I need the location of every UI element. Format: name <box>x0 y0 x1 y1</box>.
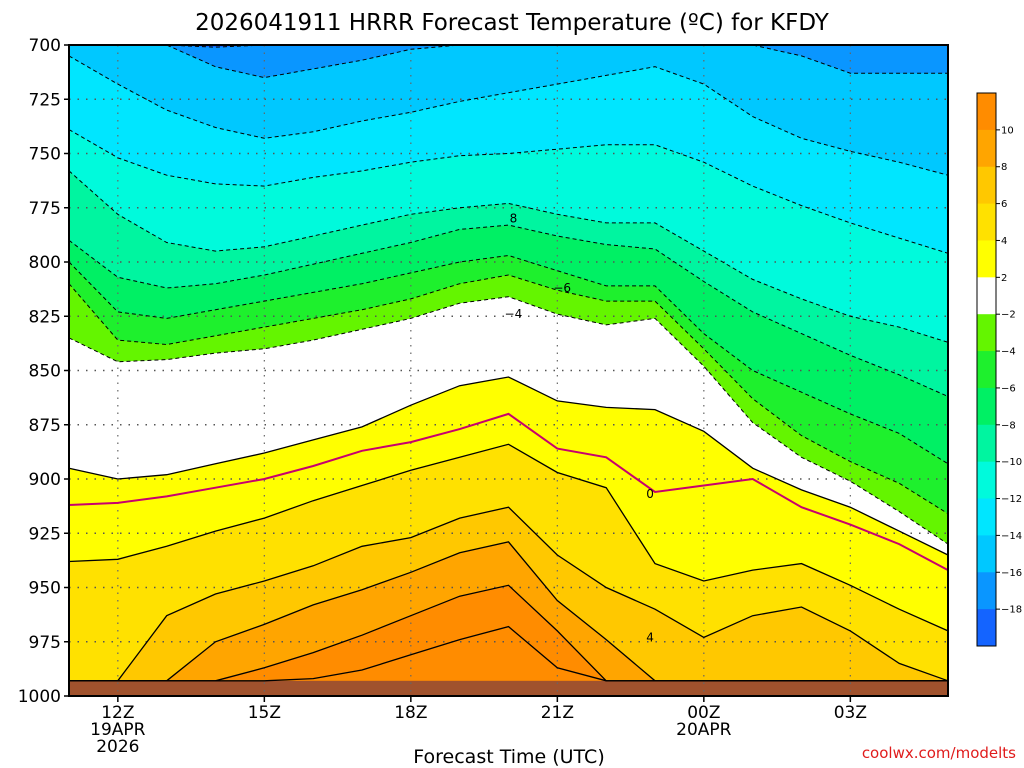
isotherm-line-4 <box>68 443 949 632</box>
y-tick-label: 750 <box>29 145 61 165</box>
temp-band-above-12 <box>69 626 948 696</box>
colorbar-swatch <box>977 461 996 500</box>
y-tick-label: 700 <box>29 36 61 56</box>
colorbar-swatch <box>977 203 996 241</box>
isotherm-line-12 <box>69 625 948 682</box>
colorbar-label: −8 <box>1001 420 1016 431</box>
colorbar-label: 4 <box>1001 236 1007 247</box>
colorbar-label: −14 <box>1001 531 1022 542</box>
colorbar-swatch <box>977 609 996 647</box>
contour-label: 0 <box>646 487 654 501</box>
contour-label: −4 <box>505 307 523 321</box>
isotherm-line--6 <box>68 254 949 465</box>
colorbar: 10 8 6 4 2 −2 −4 −6 −8 −10 −12 −14 −16 −18 <box>976 92 1022 647</box>
colorbar-swatch <box>977 129 996 168</box>
colorbar-label: 2 <box>1001 273 1007 284</box>
isotherm-layer <box>68 44 949 682</box>
isotherm-line-2 <box>68 376 949 556</box>
colorbar-swatch <box>977 498 996 536</box>
isotherm-line--12 <box>68 129 949 254</box>
isotherm-line--14 <box>68 55 949 176</box>
colorbar-swatch <box>977 535 996 573</box>
colorbar-swatch <box>977 166 996 205</box>
y-tick-label: 975 <box>29 633 61 653</box>
y-axis: 700 725 750 775 800 825 850 875 900 925 950 975 1000 <box>18 36 69 707</box>
x-tick-label: 2026 <box>96 737 139 757</box>
colorbar-swatch <box>977 424 996 463</box>
colorbar-label: −16 <box>1001 568 1022 579</box>
chart-title: 2026041911 HRRR Forecast Temperature (ºC… <box>195 10 830 36</box>
y-tick-label: 775 <box>29 199 61 219</box>
colorbar-swatch <box>977 93 996 131</box>
x-tick-label: 00Z <box>687 703 720 723</box>
colorbar-label: −10 <box>1001 457 1022 468</box>
y-tick-label: 850 <box>29 362 61 382</box>
credit-link[interactable]: coolwx.com/modelts <box>862 744 1016 762</box>
x-tick-label: 19APR <box>90 720 146 740</box>
y-tick-label: 800 <box>29 253 61 273</box>
contour-label-layer: 8 −6 −4 0 4 <box>505 212 654 645</box>
colorbar-label: 8 <box>1001 162 1007 173</box>
isotherm-line--10 <box>68 170 949 343</box>
ground-surface <box>69 680 948 696</box>
x-tick-label: 03Z <box>834 703 867 723</box>
x-tick-label: 18Z <box>394 703 427 723</box>
contour-label: 4 <box>646 630 654 644</box>
colorbar-label: −4 <box>1001 347 1016 358</box>
colorbar-swatch <box>977 387 996 426</box>
colorbar-label: 6 <box>1001 199 1007 210</box>
y-tick-label: 875 <box>29 416 61 436</box>
isotherm-line-6 <box>69 506 949 682</box>
colorbar-swatch <box>977 240 996 278</box>
x-tick-label: 12Z <box>101 703 134 723</box>
colorbar-label: −18 <box>1001 605 1022 616</box>
isotherm-line--2 <box>68 296 949 545</box>
temperature-fill-layer <box>69 45 948 697</box>
y-tick-label: 950 <box>29 579 61 599</box>
colorbar-label: 10 <box>1001 125 1014 136</box>
colorbar-label: −12 <box>1001 494 1022 505</box>
freezing-line <box>68 412 949 571</box>
y-tick-label: 825 <box>29 307 61 327</box>
y-tick-label: 925 <box>29 524 61 544</box>
ground-layer <box>69 680 948 696</box>
x-axis-label: Forecast Time (UTC) <box>413 746 604 768</box>
y-tick-label: 900 <box>29 470 61 490</box>
contour-label: −6 <box>553 281 571 295</box>
colorbar-swatch <box>977 351 996 389</box>
colorbar-label: −6 <box>1001 383 1016 394</box>
isotherm-line--8 <box>68 224 949 397</box>
contour-label: 8 <box>510 212 518 226</box>
isotherm-line--4 <box>68 274 949 515</box>
colorbar-swatch <box>977 277 996 315</box>
colorbar-frame <box>976 92 997 647</box>
x-tick-label: 15Z <box>248 703 281 723</box>
y-tick-label: 1000 <box>18 687 61 707</box>
x-tick-label: 20APR <box>676 720 732 740</box>
colorbar-swatch <box>977 572 996 610</box>
y-tick-label: 725 <box>29 90 61 110</box>
x-tick-label: 21Z <box>541 703 574 723</box>
colorbar-label: −2 <box>1001 310 1016 321</box>
colorbar-swatch <box>977 314 996 352</box>
